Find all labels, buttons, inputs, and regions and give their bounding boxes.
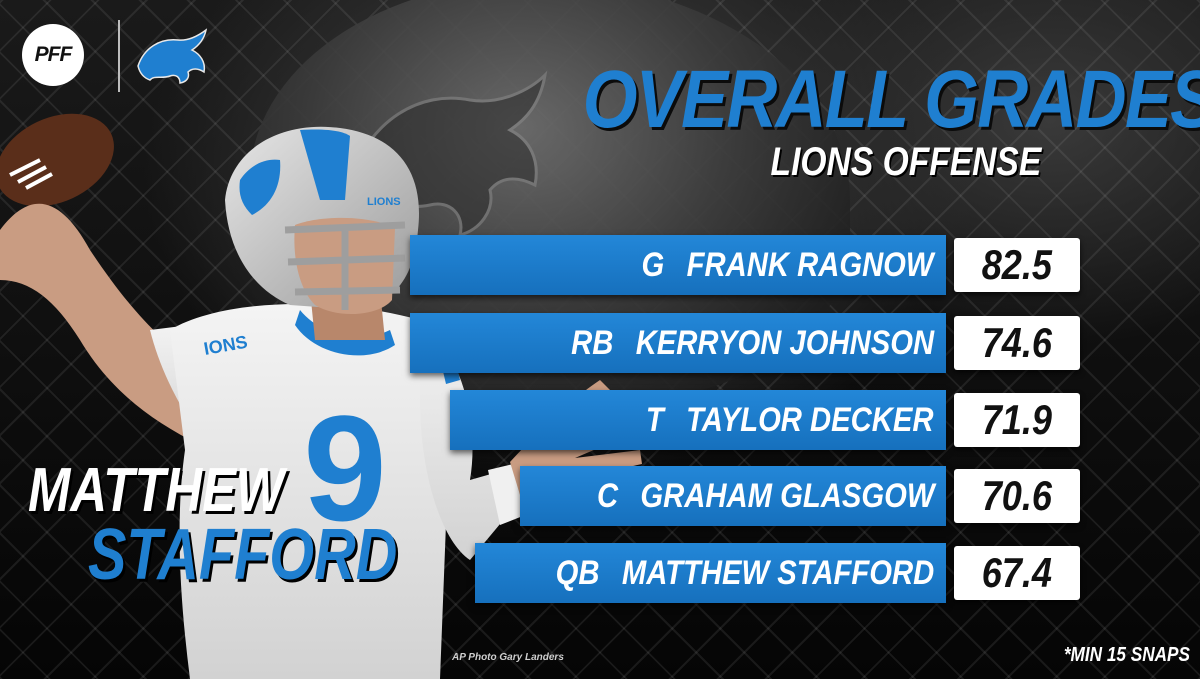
player-name: GRAHAM GLASGOW bbox=[640, 477, 934, 515]
grade-row: QB MATTHEW STAFFORD 67.4 bbox=[0, 543, 1200, 603]
pff-logo: PFF bbox=[22, 24, 84, 86]
grade-row-bar: RB KERRYON JOHNSON bbox=[410, 313, 946, 373]
lions-logo-icon bbox=[137, 28, 208, 84]
player-photo: 9 LIONS IONS bbox=[0, 113, 642, 679]
grade-row-bar: C GRAHAM GLASGOW bbox=[520, 466, 946, 526]
pff-logo-text: PFF bbox=[34, 43, 73, 66]
grade-value: 67.4 bbox=[954, 546, 1080, 600]
grade-row: T TAYLOR DECKER 71.9 bbox=[0, 390, 1200, 450]
helmet-text: LIONS bbox=[367, 196, 401, 208]
player-name: TAYLOR DECKER bbox=[686, 401, 934, 439]
player-position: RB bbox=[570, 324, 614, 362]
page-subtitle: LIONS OFFENSE bbox=[770, 140, 1042, 184]
featured-player-last-name: STAFFORD bbox=[88, 515, 398, 595]
grade-row-label: C GRAHAM GLASGOW bbox=[597, 466, 934, 526]
grade-row-label: RB KERRYON JOHNSON bbox=[571, 313, 934, 373]
grade-row: G FRANK RAGNOW 82.5 bbox=[0, 235, 1200, 295]
player-name: KERRYON JOHNSON bbox=[635, 324, 934, 362]
grade-value: 82.5 bbox=[954, 238, 1080, 292]
grade-row-bar: QB MATTHEW STAFFORD bbox=[475, 543, 946, 603]
player-position: G bbox=[642, 246, 665, 284]
player-position: C bbox=[596, 477, 618, 515]
grade-row: C GRAHAM GLASGOW 70.6 bbox=[0, 466, 1200, 526]
grade-value: 74.6 bbox=[954, 316, 1080, 370]
grade-row-label: T TAYLOR DECKER bbox=[646, 390, 934, 450]
jersey-number: 9 bbox=[303, 384, 386, 552]
player-position: QB bbox=[555, 554, 600, 592]
photo-credit: AP Photo Gary Landers bbox=[452, 652, 564, 663]
grade-value: 70.6 bbox=[954, 469, 1080, 523]
football bbox=[0, 113, 114, 207]
featured-player-first-name: MATTHEW bbox=[28, 456, 285, 525]
player-name: MATTHEW STAFFORD bbox=[621, 554, 934, 592]
grade-value: 71.9 bbox=[954, 393, 1080, 447]
grade-row: RB KERRYON JOHNSON 74.6 bbox=[0, 313, 1200, 373]
logo-divider bbox=[118, 20, 120, 92]
grade-row-bar: G FRANK RAGNOW bbox=[410, 235, 946, 295]
grade-row-bar: T TAYLOR DECKER bbox=[450, 390, 946, 450]
logo-area: PFF bbox=[22, 20, 222, 92]
player-position: T bbox=[646, 401, 665, 439]
footnote: *MIN 15 SNAPS bbox=[1063, 644, 1190, 666]
player-name: FRANK RAGNOW bbox=[687, 246, 934, 284]
grade-row-label: QB MATTHEW STAFFORD bbox=[555, 543, 934, 603]
grade-row-label: G FRANK RAGNOW bbox=[642, 235, 934, 295]
